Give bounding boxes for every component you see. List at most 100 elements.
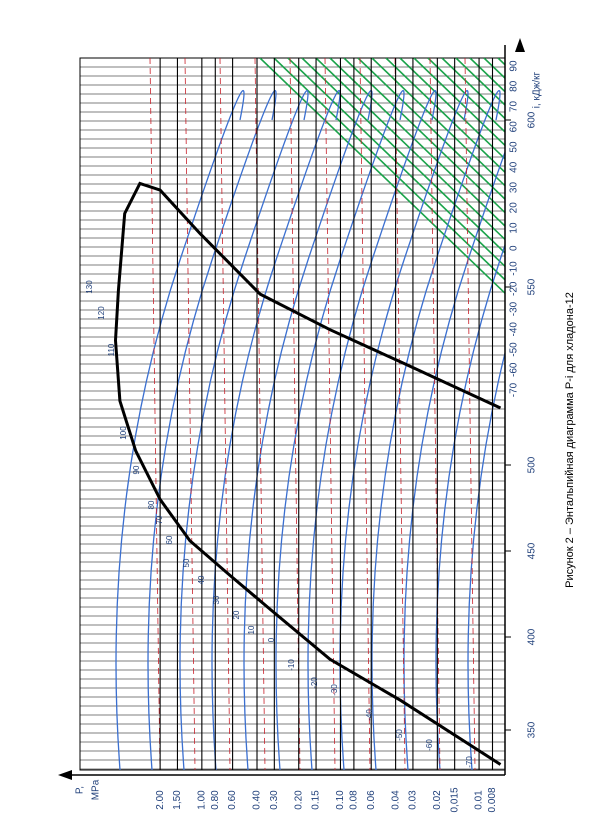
x-tick-label: 0,015 <box>449 787 460 812</box>
isentrope <box>343 58 505 214</box>
x-tick-label: 0.30 <box>269 790 280 810</box>
isotherm <box>147 89 277 770</box>
x-tick-label: 0.10 <box>335 790 346 810</box>
saturation-temperature: 50 <box>182 558 191 567</box>
x-tick-label: 0.02 <box>432 790 443 810</box>
y-tick-label: 550 <box>527 278 538 295</box>
isotherm <box>467 350 505 770</box>
isotherm <box>243 89 373 770</box>
isotherm <box>115 89 245 770</box>
dashed-line <box>394 58 406 770</box>
saturation-temperature: 120 <box>97 306 106 320</box>
temperature-label: 0 <box>509 245 520 251</box>
saturation-temperature: 10 <box>247 625 256 634</box>
isotherm <box>307 89 437 770</box>
y-tick-label: 450 <box>527 542 538 559</box>
saturation-line <box>113 181 502 766</box>
isentrope <box>273 58 505 281</box>
temperature-label: 20 <box>509 202 520 214</box>
isentrope <box>357 58 505 201</box>
x-tick-label: 0.08 <box>349 790 360 810</box>
isentrope <box>399 58 505 160</box>
isotherm <box>179 89 309 770</box>
temperature-label: 10 <box>509 222 520 234</box>
saturation-temperature: 80 <box>147 500 156 509</box>
x-unit: MPa <box>91 779 102 800</box>
y-tick-label: 350 <box>527 721 538 738</box>
plot-area <box>79 57 506 771</box>
temperature-label: 50 <box>509 141 520 153</box>
x-tick-label: 0.15 <box>311 790 322 810</box>
temperature-label: -60 <box>509 362 520 377</box>
isentrope <box>315 58 505 241</box>
y-arrow <box>515 38 525 52</box>
temperature-label: -20 <box>509 281 520 296</box>
y-tick-label: 500 <box>527 456 538 473</box>
y-label: i, кДж/кг <box>532 71 543 108</box>
saturation-temperature: 30 <box>212 595 221 604</box>
y-tick-label: 600 <box>527 111 538 128</box>
temperature-label: -70 <box>509 382 520 397</box>
x-tick-label: 1.00 <box>196 790 207 810</box>
x-tick-label: 0.60 <box>227 790 238 810</box>
saturation-temperature: -60 <box>425 739 434 751</box>
temperature-label: 80 <box>509 80 520 92</box>
saturation-temperature: -30 <box>330 684 339 696</box>
dashed-line <box>149 58 161 770</box>
saturation-temperature: -70 <box>465 756 474 768</box>
saturation-temperature: -20 <box>310 677 319 689</box>
x-tick-label: 0.06 <box>366 790 377 810</box>
x-tick-label: 0.40 <box>252 790 263 810</box>
x-arrow <box>58 770 72 780</box>
x-tick-label: 0.80 <box>210 790 221 810</box>
dashed-line <box>184 58 196 770</box>
temperature-label: 70 <box>509 101 520 113</box>
temperature-label: -40 <box>509 322 520 337</box>
x-tick-label: 0.008 <box>487 787 498 812</box>
dashed-line <box>219 58 231 770</box>
isentrope <box>582 58 595 538</box>
saturation-temperature: -10 <box>287 659 296 671</box>
saturation-temperature: 130 <box>85 280 94 294</box>
x-tick-label: 0.20 <box>293 790 304 810</box>
x-label: P, <box>75 786 86 794</box>
y-tick-label: 400 <box>527 628 538 645</box>
isentrope <box>413 58 505 147</box>
isotherm <box>275 89 405 770</box>
dashed-line <box>324 58 336 770</box>
isentrope <box>385 58 505 174</box>
saturation-temperature: 20 <box>232 610 241 619</box>
temperature-label: 40 <box>509 161 520 173</box>
dashed-line <box>429 58 441 770</box>
temperature-label: -10 <box>509 261 520 276</box>
saturation-temperature: 100 <box>119 426 128 440</box>
dashed-line <box>254 58 266 770</box>
isentrope <box>371 58 505 187</box>
x-tick-label: 1,50 <box>172 790 183 810</box>
saturation-temperature: -40 <box>365 709 374 721</box>
temperature-label: 30 <box>509 182 520 194</box>
temperature-label: 90 <box>509 60 520 72</box>
x-tick-label: 2.00 <box>155 790 166 810</box>
x-tick-label: 0.01 <box>474 790 485 810</box>
saturation-temperature: 40 <box>197 575 206 584</box>
temperature-label: -30 <box>509 301 520 316</box>
temperature-label: -50 <box>509 342 520 357</box>
saturation-temperature: 70 <box>155 515 164 524</box>
caption: Рисунок 2 – Энтальпийная диаграмма P-i д… <box>564 292 576 588</box>
saturation-temperature: 90 <box>132 465 141 474</box>
saturation-temperature: 0 <box>267 637 276 642</box>
saturation-temperature: 110 <box>107 343 116 356</box>
dashed-line <box>464 58 476 770</box>
temperature-label: 60 <box>509 121 520 133</box>
x-tick-label: 0.04 <box>390 790 401 810</box>
isotherm <box>211 89 341 770</box>
isotherm <box>435 243 505 770</box>
isentrope <box>259 58 505 295</box>
saturation-temperature: -50 <box>395 729 404 741</box>
x-tick-label: 0.03 <box>408 790 419 810</box>
isotherm <box>371 89 501 770</box>
dashed-line <box>359 58 371 770</box>
saturation-temperature: 60 <box>165 535 174 544</box>
